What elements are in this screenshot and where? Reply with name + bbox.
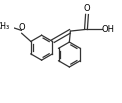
Text: O: O xyxy=(18,23,25,32)
Text: O: O xyxy=(84,4,90,13)
Text: CH₃: CH₃ xyxy=(0,22,10,31)
Text: OH: OH xyxy=(102,25,115,34)
